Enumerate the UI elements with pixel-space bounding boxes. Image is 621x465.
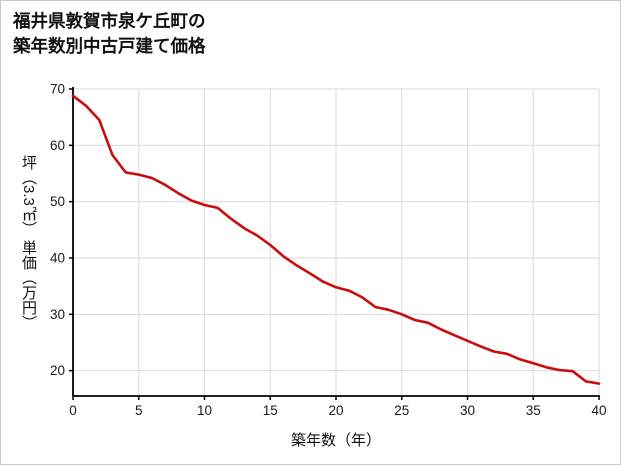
x-tick-label: 25 (394, 403, 409, 418)
y-axis-title: 坪（3.3㎡） 単価（万円） (20, 154, 37, 331)
x-tick-label: 10 (197, 403, 212, 418)
price-line (71, 94, 601, 385)
x-tick-label: 30 (460, 403, 475, 418)
y-tick-label: 60 (50, 138, 65, 153)
y-tick-label: 20 (50, 363, 65, 378)
x-axis-title: 築年数（年） (290, 432, 381, 449)
x-tick-label: 35 (526, 403, 541, 418)
y-tick-label: 30 (50, 307, 65, 322)
chart-title-line2: 築年数別中古戸建て価格 (13, 36, 206, 57)
x-tick-label: 15 (263, 403, 278, 418)
y-tick-label: 70 (50, 82, 65, 97)
y-tick-label: 40 (50, 250, 65, 265)
chart-title-line1: 福井県敦賀市泉ケ丘町の (13, 11, 206, 31)
x-tick-label: 0 (69, 403, 77, 418)
x-tick-label: 20 (328, 403, 343, 418)
chart-title: 福井県敦賀市泉ケ丘町の 築年数別中古戸建て価格 (13, 9, 206, 60)
y-tick-label: 50 (50, 194, 65, 209)
x-tick-label: 5 (135, 403, 143, 418)
x-tick-label: 40 (591, 403, 606, 418)
